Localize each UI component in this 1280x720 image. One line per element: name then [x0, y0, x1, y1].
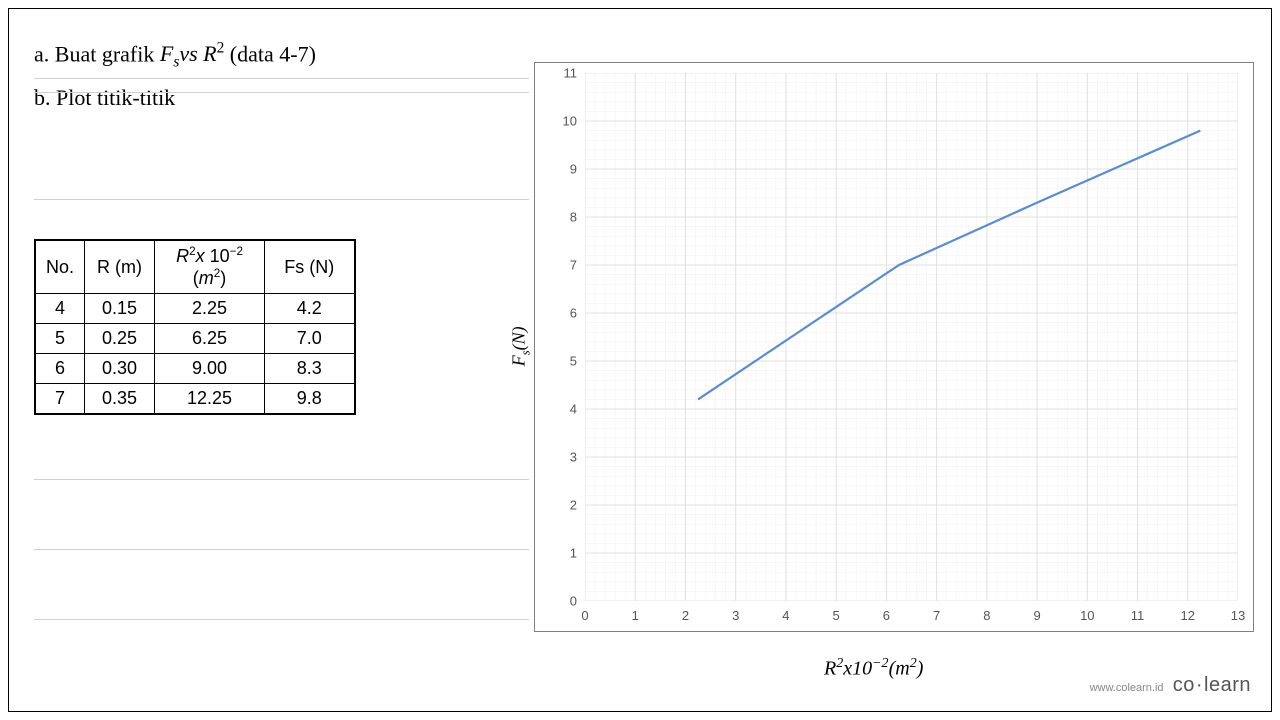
xtick-label: 10	[1080, 608, 1094, 623]
brand-left: co	[1173, 674, 1195, 696]
ytick-label: 0	[535, 594, 577, 609]
cell-fs: 4.2	[265, 294, 355, 324]
chart-ylabel: Fs(N)	[509, 326, 534, 366]
cell-no: 7	[35, 384, 85, 415]
footer-brand: www.colearn.id co·learn	[1090, 674, 1251, 697]
stmt-a-suffix: (data 4-7)	[224, 41, 316, 66]
stmt-a-expression: Fsvs R2	[160, 41, 224, 66]
xtick-label: 3	[732, 608, 739, 623]
chart-plot	[585, 73, 1238, 601]
ytick-label: 11	[535, 66, 577, 81]
brand-right: learn	[1204, 674, 1251, 696]
ytick-label: 1	[535, 546, 577, 561]
th-r: R (m)	[85, 240, 155, 294]
xtick-label: 5	[833, 608, 840, 623]
ytick-label: 2	[535, 498, 577, 513]
th-r2: R2x 10−2(m2)	[155, 240, 265, 294]
data-table: No. R (m) R2x 10−2(m2) Fs (N) 40.152.254…	[34, 239, 356, 415]
xtick-label: 9	[1033, 608, 1040, 623]
ytick-label: 10	[535, 114, 577, 129]
chart-frame: 01234567891011012345678910111213	[534, 62, 1254, 632]
ytick-label: 9	[535, 162, 577, 177]
xtick-label: 2	[682, 608, 689, 623]
table-body: 40.152.254.250.256.257.060.309.008.370.3…	[35, 294, 355, 415]
statement-b: b. Plot titik-titik	[34, 79, 529, 117]
xtick-label: 6	[883, 608, 890, 623]
cell-r2: 9.00	[155, 354, 265, 384]
cell-no: 5	[35, 324, 85, 354]
ytick-label: 4	[535, 402, 577, 417]
th-fs: Fs (N)	[265, 240, 355, 294]
footer-url: www.colearn.id	[1090, 682, 1164, 694]
xtick-label: 1	[632, 608, 639, 623]
cell-r2: 2.25	[155, 294, 265, 324]
left-column: a. Buat grafik Fsvs R2 (data 4-7) b. Plo…	[34, 34, 529, 117]
xtick-label: 0	[581, 608, 588, 623]
cell-r: 0.35	[85, 384, 155, 415]
cell-r: 0.25	[85, 324, 155, 354]
ytick-label: 3	[535, 450, 577, 465]
ytick-label: 8	[535, 210, 577, 225]
xtick-label: 7	[933, 608, 940, 623]
cell-no: 4	[35, 294, 85, 324]
table-row: 70.3512.259.8	[35, 384, 355, 415]
table-row: 40.152.254.2	[35, 294, 355, 324]
xtick-label: 4	[782, 608, 789, 623]
ytick-label: 6	[535, 306, 577, 321]
table-row: 60.309.008.3	[35, 354, 355, 384]
xtick-label: 8	[983, 608, 990, 623]
cell-r2: 6.25	[155, 324, 265, 354]
xtick-label: 12	[1181, 608, 1195, 623]
brand-dot: ·	[1196, 674, 1203, 696]
cell-r: 0.30	[85, 354, 155, 384]
cell-r: 0.15	[85, 294, 155, 324]
table-row: 50.256.257.0	[35, 324, 355, 354]
th-no: No.	[35, 240, 85, 294]
stmt-a-prefix: a. Buat grafik	[34, 41, 160, 66]
xtick-label: 13	[1231, 608, 1245, 623]
statement-a: a. Buat grafik Fsvs R2 (data 4-7)	[34, 34, 529, 78]
ytick-label: 5	[535, 354, 577, 369]
cell-fs: 8.3	[265, 354, 355, 384]
cell-r2: 12.25	[155, 384, 265, 415]
xtick-label: 11	[1131, 608, 1145, 623]
cell-fs: 9.8	[265, 384, 355, 415]
ytick-label: 7	[535, 258, 577, 273]
chart-xlabel: R2x10−2(m2)	[824, 656, 923, 681]
cell-no: 6	[35, 354, 85, 384]
cell-fs: 7.0	[265, 324, 355, 354]
